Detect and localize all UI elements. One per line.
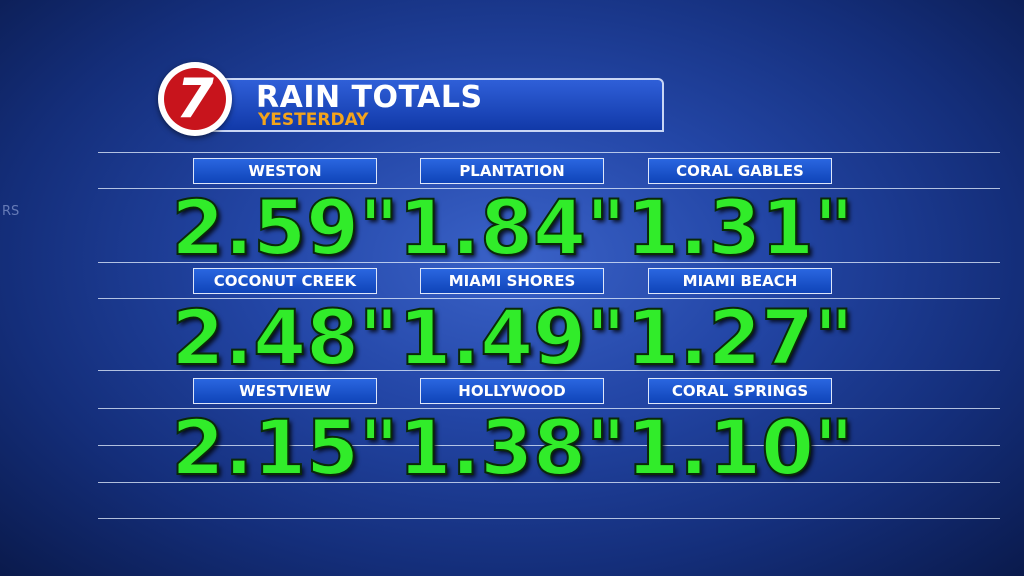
- rain-total: 1.10": [625, 403, 854, 492]
- subtitle: YESTERDAY: [258, 110, 369, 130]
- rule-line: [98, 518, 1000, 519]
- rain-total: 2.15": [170, 403, 399, 492]
- title: RAIN TOTALS: [256, 80, 483, 115]
- rain-total: 1.31": [625, 183, 854, 272]
- rule-line: [98, 298, 1000, 299]
- rain-total: 2.48": [170, 293, 399, 382]
- rule-line: [98, 152, 1000, 153]
- station-logo: 7: [158, 62, 232, 136]
- rain-total: 2.59": [170, 183, 399, 272]
- rain-total: 1.49": [397, 293, 626, 382]
- rule-line: [98, 482, 1000, 483]
- logo-number: 7: [164, 68, 226, 130]
- location-label: MIAMI BEACH: [648, 268, 832, 294]
- rule-line: [98, 262, 1000, 263]
- rule-line: [98, 370, 1000, 371]
- rain-total: 1.84": [397, 183, 626, 272]
- rule-line: [98, 188, 1000, 189]
- background-text: RS: [2, 204, 20, 219]
- rule-line: [98, 445, 1000, 446]
- location-label: WESTVIEW: [193, 378, 377, 404]
- location-label: MIAMI SHORES: [420, 268, 604, 294]
- location-label: CORAL SPRINGS: [648, 378, 832, 404]
- rain-total: 1.38": [397, 403, 626, 492]
- location-label: WESTON: [193, 158, 377, 184]
- header-banner: RAIN TOTALS YESTERDAY: [212, 78, 664, 132]
- location-label: CORAL GABLES: [648, 158, 832, 184]
- location-label: PLANTATION: [420, 158, 604, 184]
- location-label: COCONUT CREEK: [193, 268, 377, 294]
- location-label: HOLLYWOOD: [420, 378, 604, 404]
- rule-line: [98, 408, 1000, 409]
- rain-total: 1.27": [625, 293, 854, 382]
